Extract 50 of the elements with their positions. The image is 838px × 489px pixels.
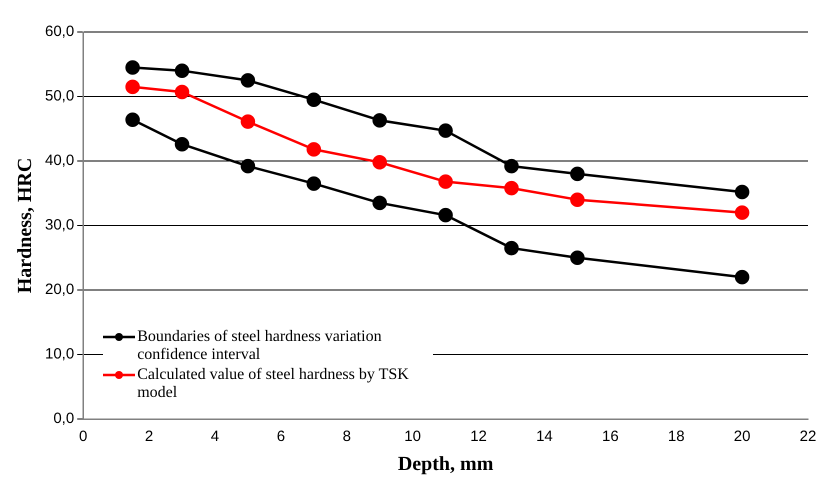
point [438, 208, 453, 222]
x-tick-label: 22 [800, 428, 816, 446]
x-tick-label: 6 [276, 428, 286, 446]
x-tick-label: 2 [144, 428, 154, 446]
point [570, 192, 585, 207]
point [306, 92, 322, 107]
y-tick-label: 10,0 [44, 346, 74, 363]
y-axis-title: Hardness, HRC [14, 158, 36, 294]
point [174, 63, 190, 78]
y-tick-label: 20,0 [44, 281, 74, 298]
point [504, 180, 519, 196]
point [125, 80, 140, 94]
point [570, 166, 585, 182]
x-tick-label: 14 [536, 428, 553, 446]
point [125, 112, 140, 127]
legend-label: Calculated value of steel hardness by TSK model [137, 366, 410, 402]
point [372, 113, 387, 128]
x-tick-label: 20 [734, 428, 750, 446]
point [372, 196, 387, 210]
x-tick-label: 10 [404, 428, 421, 446]
y-tick-label: 40,0 [44, 152, 74, 170]
point [240, 114, 256, 129]
point [306, 142, 322, 157]
y-tick-label: 0,0 [53, 410, 74, 428]
y-tick-label: 50,0 [44, 88, 74, 105]
y-tick-label: 30,0 [44, 216, 74, 234]
x-tick-label: 18 [668, 428, 685, 446]
point [174, 136, 190, 152]
x-tick-label: 0 [79, 428, 88, 446]
point [734, 270, 750, 284]
x-tick-label: 4 [210, 428, 220, 446]
point [570, 250, 585, 265]
point [504, 240, 519, 256]
point [174, 84, 190, 100]
point [504, 158, 519, 174]
y-tick-label: 60,0 [44, 23, 74, 40]
x-tick-label: 12 [470, 428, 487, 446]
point [240, 158, 256, 174]
x-tick-label: 8 [342, 428, 351, 446]
point [734, 184, 750, 200]
point [438, 123, 453, 138]
point [734, 205, 750, 220]
point [306, 176, 322, 191]
point [438, 174, 453, 189]
x-axis-title: Depth, mm [398, 453, 494, 476]
point [125, 60, 140, 75]
x-tick-label: 16 [602, 428, 619, 446]
point [372, 155, 387, 170]
legend-label: Boundaries of steel hardness variation confidence interval [137, 328, 383, 364]
point [240, 73, 256, 88]
